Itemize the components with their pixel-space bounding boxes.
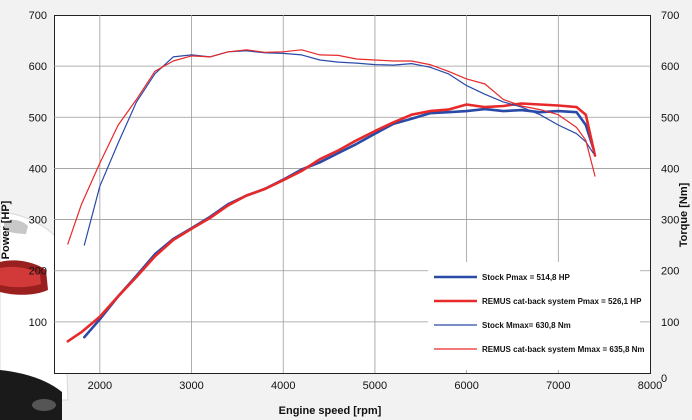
x-tick-7000: 7000 <box>546 380 570 392</box>
right-y-tick-400: 400 <box>661 163 679 175</box>
series-line-remus-cat-back-system-pmax-526-1-hp <box>66 102 597 343</box>
left-y-tick-labels: 100 200 300 400 500 600 700 <box>29 10 47 329</box>
legend: Stock Pmax = 514,8 HP REMUS cat-back syst… <box>428 262 645 370</box>
left-y-tick-500: 500 <box>29 112 47 124</box>
car-photo <box>0 211 69 420</box>
x-tick-3000: 3000 <box>179 380 203 392</box>
legend-label-stock-pmax-514-8-hp: Stock Pmax = 514,8 HP <box>482 273 570 282</box>
left-y-axis-title: Power [HP] <box>0 200 12 259</box>
right-y-tick-0: 0 <box>661 373 667 385</box>
right-y-tick-100: 100 <box>661 317 679 329</box>
x-tick-6000: 6000 <box>454 380 478 392</box>
series-lines <box>66 49 597 343</box>
left-y-tick-400: 400 <box>29 163 47 175</box>
left-y-tick-700: 700 <box>29 10 47 22</box>
x-tick-2000: 2000 <box>88 380 112 392</box>
left-y-tick-300: 300 <box>29 215 47 227</box>
left-y-tick-600: 600 <box>29 61 47 73</box>
x-tick-labels: 2000 3000 4000 5000 6000 7000 8000 <box>88 380 663 392</box>
right-y-axis-title: Torque [Nm] <box>678 182 690 247</box>
legend-label-remus-cat-back-system-pmax-526-1-hp: REMUS cat-back system Pmax = 526,1 HP <box>482 297 642 306</box>
series-line-remus-cat-back-system-mmax-635-8-nm <box>67 49 596 245</box>
legend-box <box>428 262 640 370</box>
x-tick-8000: 8000 <box>638 380 662 392</box>
left-y-tick-100: 100 <box>29 317 47 329</box>
x-axis-title: Engine speed [rpm] <box>279 405 382 417</box>
x-tick-4000: 4000 <box>271 380 295 392</box>
right-y-tick-300: 300 <box>661 215 679 227</box>
legend-label-remus-cat-back-system-mmax-635-8-nm: REMUS cat-back system Mmax = 635,8 Nm <box>482 345 645 354</box>
legend-label-stock-mmax-630-8-nm: Stock Mmax= 630,8 Nm <box>482 321 571 330</box>
right-y-tick-500: 500 <box>661 112 679 124</box>
right-y-tick-700: 700 <box>661 10 679 22</box>
right-y-tick-600: 600 <box>661 61 679 73</box>
right-y-tick-labels: 0 100 200 300 400 500 600 700 <box>661 10 679 385</box>
series-line-stock-mmax-630-8-nm <box>83 50 594 246</box>
right-y-tick-200: 200 <box>661 266 679 278</box>
left-y-tick-200: 200 <box>29 266 47 278</box>
x-tick-5000: 5000 <box>363 380 387 392</box>
